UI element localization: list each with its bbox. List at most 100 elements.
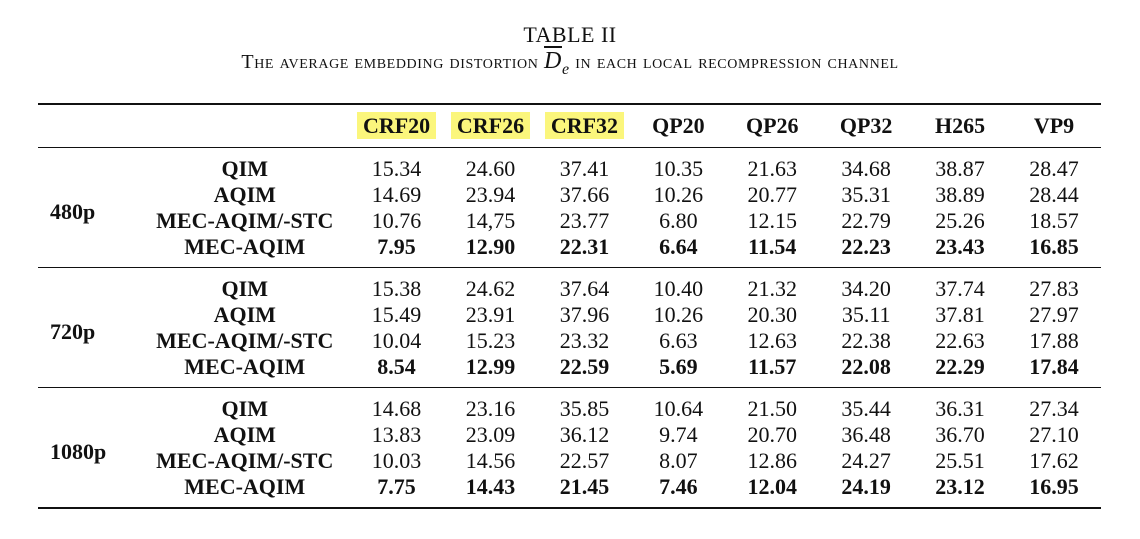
table-title-text-after: in each local recompression channel (569, 51, 899, 73)
table-cell: 21.63 (747, 156, 798, 181)
table-cell: 22.23 (841, 234, 891, 259)
table-cell: 14.68 (371, 396, 422, 421)
table-cell: 38.87 (935, 156, 985, 181)
table-cell: 23.94 (465, 182, 516, 207)
table-cell: 20.30 (747, 302, 798, 327)
table-cell: 28.47 (1029, 156, 1079, 181)
method-name: QIM (221, 156, 268, 181)
column-header-label: QP32 (839, 113, 893, 138)
results-table: CRF20 CRF26 CRF32 QP20 QP26 QP32 H265 VP9 480p Q… (38, 103, 1101, 509)
table-cell: 23.09 (465, 422, 516, 447)
table-row: MEC-AQIM/-STC 10.04 15.23 23.32 6.63 12.63 22.… (38, 328, 1101, 354)
column-header-qp20: QP20 (631, 104, 725, 148)
table-cell: 14,75 (465, 208, 516, 233)
table-cell: 17.84 (1029, 354, 1079, 379)
method-name: AQIM (213, 422, 276, 447)
table-title: The average embedding distortion De in e… (0, 48, 1140, 83)
table-cell: 11.54 (748, 234, 797, 259)
table-cell: 17.88 (1029, 328, 1079, 353)
table-cell: 25.26 (935, 208, 985, 233)
table-cell: 37.64 (559, 276, 610, 301)
table-cell: 23.91 (465, 302, 516, 327)
table-cell: 5.69 (659, 354, 698, 379)
table-cell: 22.38 (841, 328, 891, 353)
table-label: TABLE II (523, 22, 617, 47)
table-cell: 8.07 (659, 448, 698, 473)
table-row: 1080p QIM 14.68 23.16 35.85 10.64 21.50 35.44 36… (38, 388, 1101, 464)
table-cell: 22.08 (841, 354, 891, 379)
column-header-label: H265 (934, 113, 986, 138)
table-row: 720p QIM 15.38 24.62 37.64 10.40 21.32 34.20 37.… (38, 268, 1101, 344)
table-cell: 6.64 (659, 234, 698, 259)
method-name: QIM (221, 396, 268, 421)
table-cell: 36.48 (841, 422, 891, 447)
table-cell: 7.46 (659, 474, 698, 499)
table-cell: 10.26 (653, 302, 704, 327)
table-cell: 37.74 (935, 276, 985, 301)
table-cell: 12.86 (747, 448, 798, 473)
table-cell: 28.44 (1029, 182, 1079, 207)
table-cell: 36.12 (559, 422, 610, 447)
table-cell: 9.74 (659, 422, 698, 447)
column-header-crf20: CRF20 (350, 104, 444, 148)
table-cell: 12.15 (747, 208, 798, 233)
distortion-symbol-letter: D (544, 48, 562, 74)
table-cell: 35.44 (841, 396, 891, 421)
table-cell: 17.62 (1029, 448, 1079, 473)
table-cell: 21.50 (747, 396, 798, 421)
distortion-symbol: De (544, 48, 570, 78)
method-name: MEC-AQIM/-STC (156, 328, 334, 353)
table-cell: 22.79 (841, 208, 891, 233)
table-cell: 10.76 (371, 208, 422, 233)
table-cell: 23.32 (559, 328, 610, 353)
resolution-label: 1080p (50, 438, 107, 464)
table-row: MEC-AQIM 7.95 12.90 22.31 6.64 11.54 22.23 23.4… (38, 234, 1101, 268)
table-cell: 27.83 (1029, 276, 1079, 301)
method-name: MEC-AQIM/-STC (156, 208, 334, 233)
table-cell: 24.27 (841, 448, 891, 473)
table-cell: 10.40 (653, 276, 704, 301)
table-cell: 22.29 (935, 354, 985, 379)
table-cell: 11.57 (748, 354, 797, 379)
method-name: MEC-AQIM/-STC (156, 448, 334, 473)
table-cell: 22.31 (559, 234, 610, 259)
table-cell: 21.45 (559, 474, 610, 499)
table-cell: 22.57 (559, 448, 610, 473)
row-group-1080p: 1080p QIM 14.68 23.16 35.85 10.64 21.50 35.44 36… (38, 388, 1101, 508)
method-name: AQIM (213, 302, 276, 327)
table-cell: 23.43 (935, 234, 985, 259)
table-cell: 27.97 (1029, 302, 1079, 327)
table-cell: 34.68 (841, 156, 891, 181)
table-header: CRF20 CRF26 CRF32 QP20 QP26 QP32 H265 VP9 (38, 104, 1101, 148)
table-cell: 20.70 (747, 422, 798, 447)
table-cell: 8.54 (377, 354, 416, 379)
table-row: AQIM 13.83 23.09 36.12 9.74 20.70 36.48 36.70 27… (38, 422, 1101, 448)
table-cell: 14.43 (465, 474, 516, 499)
table-cell: 35.11 (841, 302, 891, 327)
header-row: CRF20 CRF26 CRF32 QP20 QP26 QP32 H265 VP9 (38, 104, 1101, 148)
column-header-crf26: CRF26 (444, 104, 538, 148)
resolution-label: 480p (50, 198, 96, 224)
distortion-symbol-subscript: e (561, 60, 570, 78)
column-header-qp26: QP26 (725, 104, 819, 148)
method-name: QIM (221, 276, 268, 301)
table-cell: 14.69 (371, 182, 422, 207)
table-cell: 16.95 (1029, 474, 1079, 499)
row-group-720p: 720p QIM 15.38 24.62 37.64 10.40 21.32 34.20 37.… (38, 268, 1101, 388)
table-cell: 7.75 (377, 474, 416, 499)
header-empty-resolution (38, 104, 140, 148)
table-cell: 6.80 (659, 208, 698, 233)
table-cell: 24.62 (465, 276, 516, 301)
table-cell: 24.60 (465, 156, 516, 181)
method-name: MEC-AQIM (184, 354, 306, 379)
table-cell: 10.03 (371, 448, 422, 473)
table-cell: 37.66 (559, 182, 610, 207)
table-row: MEC-AQIM 8.54 12.99 22.59 5.69 11.57 22.08 22.2… (38, 354, 1101, 388)
table-row: MEC-AQIM 7.75 14.43 21.45 7.46 12.04 24.19 23.1… (38, 474, 1101, 508)
table-row: MEC-AQIM/-STC 10.76 14,75 23.77 6.80 12.15 22.… (38, 208, 1101, 234)
column-header-label: VP9 (1033, 113, 1075, 138)
table-cell: 27.34 (1029, 396, 1079, 421)
table-cell: 37.41 (559, 156, 610, 181)
table-cell: 14.56 (465, 448, 516, 473)
table-row: AQIM 14.69 23.94 37.66 10.26 20.77 35.31 38.89 2… (38, 182, 1101, 208)
